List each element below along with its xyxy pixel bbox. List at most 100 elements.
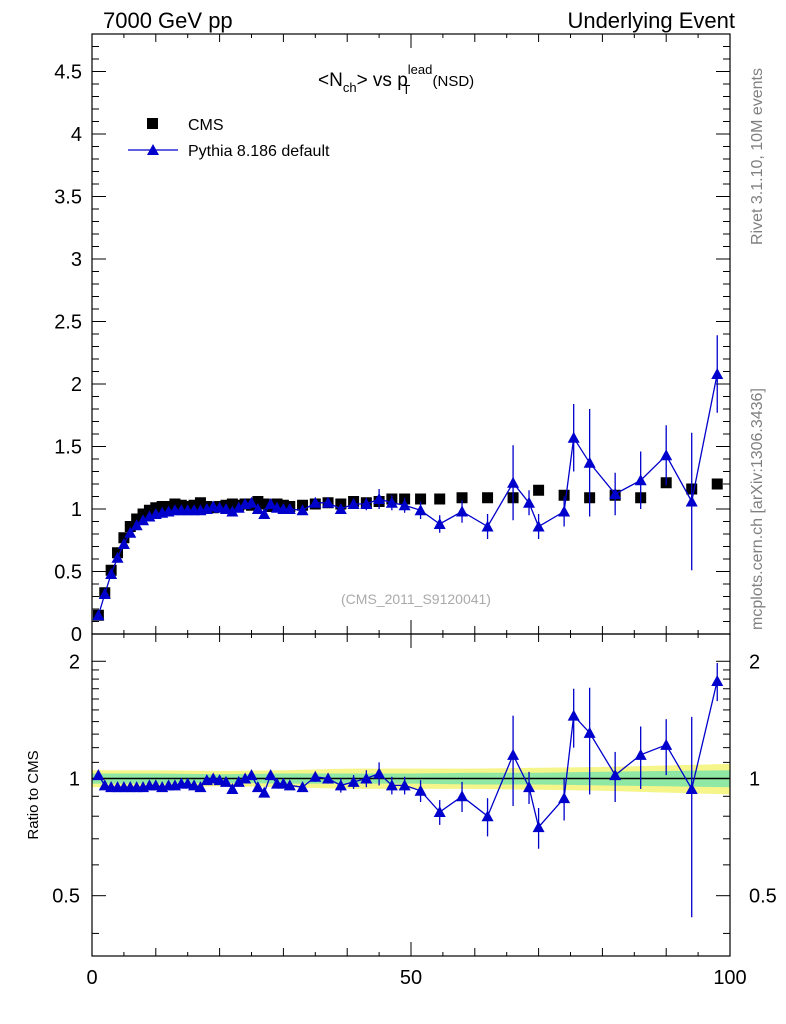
cms-point: [415, 493, 427, 505]
pythia-point: [634, 474, 647, 486]
cms-point: [137, 508, 149, 520]
cms-point: [558, 489, 570, 501]
ratio-y-tick-label-right: 0.5: [749, 886, 777, 908]
pythia-point: [124, 526, 137, 538]
main-y-tick-label: 3.5: [54, 187, 82, 209]
ratio-point: [385, 779, 398, 791]
ratio-point: [523, 781, 536, 793]
main-y-tick-label: 4: [71, 124, 82, 146]
pythia-point: [660, 449, 673, 461]
ratio-point: [532, 821, 545, 833]
pythia-point: [507, 476, 520, 488]
main-y-tick-label: 0.5: [54, 562, 82, 584]
pythia-point: [98, 588, 111, 599]
pythia-point: [334, 503, 347, 514]
pythia-point: [92, 609, 105, 621]
ratio-point: [258, 786, 271, 798]
ratio-point: [264, 769, 277, 781]
main-y-tick-label: 2.5: [54, 312, 82, 334]
pythia-point: [711, 368, 724, 379]
side-text-rivet: Rivet 3.1.10, 10M events: [749, 68, 766, 245]
pythia-point: [347, 498, 360, 509]
ratio-point: [226, 782, 239, 794]
ratio-point: [583, 726, 596, 738]
main-y-tick-label: 1: [71, 499, 82, 521]
pythia-point: [532, 520, 545, 532]
cms-point: [143, 504, 155, 516]
main-panel: 0 0.5 1 1.5 2 2.5 3 3.5 4 4.5: [54, 33, 731, 646]
x-tick-label: 50: [400, 967, 422, 989]
title-sup-lead: lead: [408, 62, 433, 77]
header-right: Underlying Event: [567, 8, 735, 33]
legend-marker-pythia: [147, 144, 159, 155]
pythia-point: [219, 503, 232, 514]
pythia-point: [137, 514, 150, 526]
cms-point: [252, 496, 264, 507]
ratio-y-tick-label: 2: [69, 651, 80, 673]
cms-point: [258, 498, 270, 510]
ratio-point: [245, 769, 258, 781]
watermark: (CMS_2011_S9120041): [341, 591, 491, 607]
ratio-point: [347, 775, 360, 787]
pythia-point: [385, 496, 398, 508]
cms-point: [434, 493, 446, 505]
pythia-point: [245, 496, 258, 508]
ratio-point: [711, 674, 724, 686]
ratio-point: [481, 810, 494, 822]
cms-point: [482, 492, 494, 504]
pythia-point: [567, 431, 580, 443]
pythia-point: [583, 456, 596, 468]
pythia-point: [456, 505, 469, 517]
cms-point: [533, 484, 545, 496]
cms-point: [124, 521, 136, 532]
x-tick-label: 0: [86, 967, 97, 989]
ratio-point: [660, 738, 673, 750]
ratio-point: [322, 772, 335, 784]
pythia-point: [309, 496, 322, 508]
pythia-point: [322, 496, 335, 508]
pythia-point: [296, 504, 309, 516]
ratio-point: [251, 781, 264, 793]
x-tick-label: 100: [713, 967, 746, 989]
side-text-mcplots: mcplots.cern.ch [arXiv:1306.3436]: [749, 388, 766, 630]
main-y-tick-label: 4.5: [54, 62, 82, 84]
ratio-point: [609, 769, 622, 781]
cms-point: [131, 513, 143, 525]
ratio-point: [398, 779, 411, 791]
pythia-point: [264, 498, 277, 509]
ratio-point: [685, 782, 698, 794]
title-sub-t: T: [402, 82, 410, 97]
main-y-tick-label: 3: [71, 249, 82, 271]
pythia-point: [360, 498, 373, 509]
legend-label-cms: CMS: [188, 117, 224, 134]
pythia-point: [251, 503, 264, 514]
header-left: 7000 GeV pp: [103, 8, 233, 33]
ratio-y-tick-label: 0.5: [52, 886, 80, 908]
ratio-point: [634, 748, 647, 760]
ratio-point: [194, 781, 207, 793]
title-mid: > vs p: [357, 70, 408, 91]
ratio-point: [296, 781, 309, 793]
ratio-point: [283, 779, 296, 791]
cms-point: [156, 501, 168, 512]
cms-point: [194, 497, 206, 509]
ratio-ylabel: Ratio to CMS: [25, 750, 42, 839]
ratio-y-tick-label-right: 2: [749, 651, 760, 673]
pythia-point: [258, 508, 271, 519]
pythia-point: [685, 495, 698, 507]
ratio-point: [456, 790, 469, 802]
cms-point: [118, 532, 130, 544]
title-tail: (NSD): [428, 73, 474, 90]
ratio-panel: 0 50 100 0.5 0.5 1 1 2 2: [52, 633, 777, 989]
main-y-tick-label: 1.5: [54, 437, 82, 459]
ratio-frame: [91, 633, 731, 957]
main-y-tick-label: 0: [71, 624, 82, 646]
ratio-point: [232, 775, 245, 787]
pythia-point: [414, 504, 427, 516]
ratio-point: [239, 772, 252, 784]
main-y-tick-label: 2: [71, 374, 82, 396]
title-open: <N: [318, 70, 343, 91]
ratio-y-tick-label: 1: [69, 768, 80, 790]
ratio-point: [433, 806, 446, 818]
